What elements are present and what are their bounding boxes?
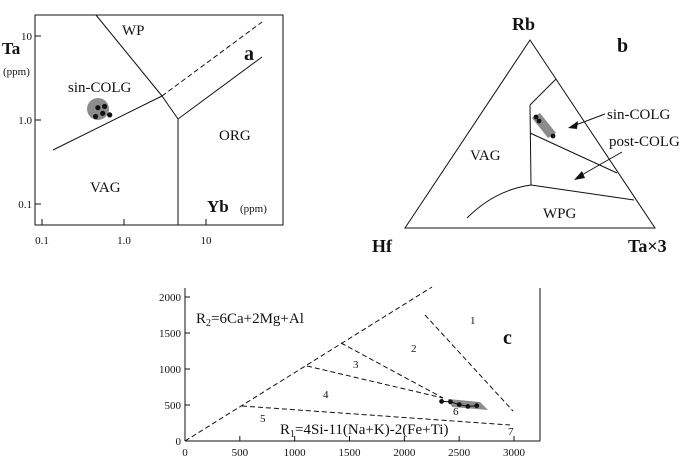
panel-b-vertex-ta3: Ta×3 — [628, 236, 667, 256]
panel-a-points — [93, 103, 113, 120]
panel-a-xtick-2: 10 — [201, 235, 213, 247]
panel-a-ytick-2: 0.1 — [18, 199, 32, 211]
panel-c-xtick-6: 3000 — [503, 447, 526, 457]
panel-c-ylabel: R2=6Ca+2Mg+Al — [196, 311, 304, 329]
panel-c-boundary-4a — [306, 365, 444, 399]
panel-c-ytick-1: 500 — [165, 400, 182, 412]
panel-a-boundary-dashed — [161, 21, 263, 97]
panel-c-ytick-0: 0 — [176, 436, 182, 448]
panel-b-boundary-curve — [466, 184, 532, 219]
panel-c-xlabel: R1=4Si-11(Na+K)-2(Fe+Ti) — [280, 422, 448, 440]
panel-b-point — [550, 133, 556, 139]
panel-a-field-org: ORG — [219, 128, 251, 144]
panel-c-ticks: 0 500 1000 1500 2000 2500 3000 0 500 1000 1500 2000 — [159, 292, 526, 457]
panel-b-arrow-sincolg — [572, 113, 606, 127]
panel-c-field-5: 5 — [260, 413, 266, 425]
panel-b-vertex-rb: Rb — [512, 14, 535, 34]
panel-b-boundary-2 — [529, 104, 532, 186]
panel-b-label-sincolg: sin-COLG — [607, 107, 671, 123]
panel-c-letter: c — [503, 327, 512, 349]
panel-c-field-3: 3 — [353, 359, 359, 371]
panel-a-field-sincolg: sin-COLG — [68, 80, 132, 96]
panel-a-field-vag: VAG — [90, 180, 121, 196]
panel-c-boundary-3a — [340, 342, 444, 399]
panel-a-point-3 — [93, 113, 99, 120]
panel-c-field-2: 2 — [411, 343, 417, 355]
panel-a-boundary-vag — [52, 95, 163, 151]
panel-c-ytick-2: 1000 — [159, 364, 182, 376]
panel-c: 0 500 1000 1500 2000 2500 3000 0 500 1000 1500 2000… — [159, 286, 541, 457]
panel-a-xunit: (ppm) — [240, 203, 267, 215]
panel-a-point-0 — [95, 105, 101, 111]
panel-b-vertex-hf: Hf — [372, 236, 393, 256]
panel-c-xtick-4: 2000 — [393, 447, 416, 457]
panel-b-point — [536, 118, 542, 124]
panel-b-field-vag: VAG — [470, 148, 501, 164]
panel-b-field-wpg: WPG — [543, 206, 577, 222]
panel-c-boundary-5a — [241, 405, 511, 426]
panel-a-yunit: (ppm) — [3, 66, 30, 78]
panel-a-point-1 — [102, 103, 108, 109]
panel-c-xtick-3: 1500 — [339, 447, 362, 457]
panel-b-boundary-3 — [529, 132, 618, 174]
panel-a-point-4 — [107, 112, 113, 118]
panel-a-boundary-wp — [95, 14, 163, 97]
panel-c-ytick-4: 2000 — [159, 292, 182, 304]
panel-b-triangle — [404, 39, 656, 229]
panel-b-arrowhead-sincolg — [568, 121, 578, 129]
panel-c-boundary-right — [424, 314, 514, 412]
panel-a-field-wp: WP — [122, 23, 145, 39]
panel-c-point-3 — [465, 404, 471, 409]
panel-c-field-6: 6 — [453, 406, 459, 418]
panel-c-field-7: 7 — [508, 426, 514, 438]
panel-c-point-1 — [448, 399, 453, 405]
panel-a-letter: a — [244, 43, 254, 65]
panel-c-point-2 — [456, 402, 462, 407]
panel-a-xtick-1: 1.0 — [117, 235, 131, 247]
panel-b-boundary-4 — [530, 184, 635, 201]
panel-b-letter: b — [617, 35, 628, 57]
panel-a: 10 1.0 0.1 0.1 1.0 10 Ta (ppm) Yb (ppm) … — [2, 14, 284, 247]
panel-a-boundary-orgtop — [177, 56, 263, 120]
panel-c-point-4 — [474, 403, 480, 409]
panel-a-ytick-0: 10 — [21, 31, 33, 43]
panel-a-xlabel: Yb — [207, 197, 229, 216]
panel-c-xtick-2: 1000 — [284, 447, 307, 457]
panel-a-ylabel: Ta — [2, 39, 21, 58]
panel-b: Rb Hf Ta×3 b VAG WPG sin-COLG post-COLG — [372, 14, 680, 256]
panel-c-points — [439, 399, 480, 409]
panel-c-boundary-outer — [184, 286, 433, 442]
panel-b-arrow-postcolg — [579, 151, 623, 177]
panel-c-point-0 — [439, 399, 444, 404]
panel-a-ytick-1: 1.0 — [18, 115, 32, 127]
panel-b-arrowhead-postcolg — [574, 171, 585, 180]
panel-b-point — [533, 114, 539, 120]
panel-a-xtick-0: 0.1 — [35, 235, 49, 247]
panel-c-xtick-1: 500 — [232, 447, 249, 457]
panel-a-boundary-mid — [161, 95, 179, 120]
panel-c-xtick-5: 2500 — [448, 447, 471, 457]
panel-a-point-2 — [100, 110, 106, 116]
panel-b-boundary-1 — [529, 78, 557, 106]
panel-c-xtick-0: 0 — [182, 447, 188, 457]
panel-b-label-postcolg: post-COLG — [609, 134, 680, 150]
panel-c-field-4: 4 — [323, 389, 329, 401]
panel-c-field-1: 1 — [470, 315, 476, 327]
panel-c-ytick-3: 1500 — [159, 328, 182, 340]
